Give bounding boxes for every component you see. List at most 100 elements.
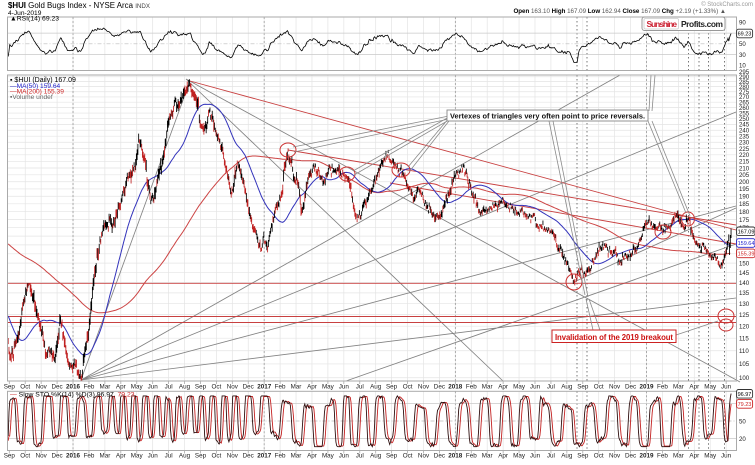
svg-text:105: 105 [739,361,750,368]
svg-text:195: 195 [739,186,750,193]
svg-text:Oct: Oct [403,453,413,460]
svg-text:Jun: Jun [530,453,541,460]
svg-text:Apr: Apr [116,453,126,460]
svg-text:Nov: Nov [609,453,621,460]
svg-text:May: May [131,453,144,460]
svg-text:Jun: Jun [339,453,350,460]
svg-text:290: 290 [739,74,750,81]
svg-text:190: 190 [739,194,750,201]
svg-text:Vertexes of triangles very oft: Vertexes of triangles very often point t… [450,112,645,121]
svg-text:50: 50 [739,41,746,48]
svg-text:167.09: 167.09 [738,229,755,235]
svg-text:2017: 2017 [257,453,272,460]
svg-text:Sep: Sep [195,384,207,391]
svg-text:79.23: 79.23 [738,402,752,408]
svg-text:2016: 2016 [66,384,81,391]
svg-text:110: 110 [739,348,749,355]
svg-text:Nov: Nov [418,384,430,391]
svg-text:2016: 2016 [66,453,81,460]
svg-text:Aug: Aug [179,453,191,460]
svg-text:250: 250 [739,116,750,123]
svg-text:Dec: Dec [51,384,62,391]
svg-text:© StockCharts.com: © StockCharts.com [701,1,753,8]
svg-text:Oct: Oct [212,453,222,460]
svg-text:Aug: Aug [179,384,191,391]
svg-text:180: 180 [739,209,750,216]
svg-text:Jun: Jun [339,384,350,391]
svg-text:69.23: 69.23 [738,32,752,38]
svg-text:May: May [704,384,717,391]
svg-text:215: 215 [739,159,750,166]
svg-text:Mar: Mar [673,384,684,391]
svg-text:Mar: Mar [291,384,302,391]
svg-text:295: 295 [739,69,750,76]
svg-text:285: 285 [739,79,750,86]
svg-text:Jun: Jun [530,384,541,391]
svg-text:Feb: Feb [466,384,477,391]
svg-text:Apr: Apr [689,384,699,391]
svg-text:May: May [513,384,526,391]
svg-text:235: 235 [739,134,750,141]
svg-text:Apr: Apr [498,384,508,391]
svg-text:270: 270 [739,94,750,101]
svg-text:Apr: Apr [498,453,508,460]
svg-text:$HUI Gold Bugs Index - NYSE Ar: $HUI Gold Bugs Index - NYSE Arca INDX [8,1,150,10]
svg-text:Oct: Oct [403,384,413,391]
svg-text:May: May [513,453,526,460]
svg-text:145: 145 [739,270,750,277]
svg-text:Dec: Dec [434,384,445,391]
svg-text:10: 10 [739,63,746,70]
svg-text:Jul: Jul [356,453,364,460]
svg-text:Feb: Feb [84,384,95,391]
svg-text:Sep: Sep [386,453,398,460]
svg-text:Feb: Feb [84,453,95,460]
svg-text:Sep: Sep [386,384,398,391]
svg-text:Feb: Feb [657,384,668,391]
svg-text:159.64: 159.64 [738,241,755,247]
svg-text:Sep: Sep [577,384,589,391]
svg-text:245: 245 [739,122,750,129]
svg-text:Jul: Jul [165,384,173,391]
svg-text:— Slow STO %K(14) %D(3) 96.97,: — Slow STO %K(14) %D(3) 96.97, 79.23 [10,392,135,399]
svg-text:Jun: Jun [721,453,732,460]
svg-text:4-Jun-2019: 4-Jun-2019 [8,10,42,17]
svg-text:2018: 2018 [448,384,463,391]
svg-text:May: May [704,453,717,460]
svg-text:Dec: Dec [243,453,254,460]
svg-text:Sep: Sep [4,453,16,460]
svg-text:20: 20 [739,436,746,443]
svg-text:200: 200 [739,179,750,186]
svg-text:Dec: Dec [625,384,636,391]
svg-text:▪ $HUI (Daily) 167.09: ▪ $HUI (Daily) 167.09 [10,77,76,84]
svg-text:Mar: Mar [482,453,493,460]
svg-text:Apr: Apr [307,453,317,460]
svg-text:Jun: Jun [721,384,732,391]
svg-text:Feb: Feb [275,453,286,460]
svg-text:Nov: Nov [227,384,239,391]
svg-text:Jun: Jun [148,453,159,460]
svg-text:Sep: Sep [195,453,207,460]
svg-text:Jul: Jul [356,384,364,391]
svg-text:Mar: Mar [673,453,684,460]
svg-text:Nov: Nov [227,453,239,460]
svg-text:225: 225 [739,146,750,153]
svg-text:—MA(200) 155.39: —MA(200) 155.39 [10,89,64,96]
svg-text:265: 265 [739,100,750,107]
svg-text:Feb: Feb [466,453,477,460]
svg-text:240: 240 [739,128,750,135]
svg-text:Aug: Aug [370,453,382,460]
svg-text:Jul: Jul [547,384,555,391]
svg-text:255: 255 [739,110,750,117]
svg-text:Mar: Mar [99,384,110,391]
svg-text:150: 150 [739,260,750,267]
svg-text:Dec: Dec [51,453,62,460]
svg-text:185: 185 [739,201,750,208]
svg-text:Nov: Nov [36,384,48,391]
svg-text:Oct: Oct [594,453,604,460]
svg-text:Aug: Aug [561,453,573,460]
svg-text:Oct: Oct [20,384,30,391]
svg-text:May: May [322,384,335,391]
svg-text:Sunshine: Sunshine [647,19,678,29]
svg-text:Feb: Feb [657,453,668,460]
svg-text:125: 125 [739,312,750,319]
